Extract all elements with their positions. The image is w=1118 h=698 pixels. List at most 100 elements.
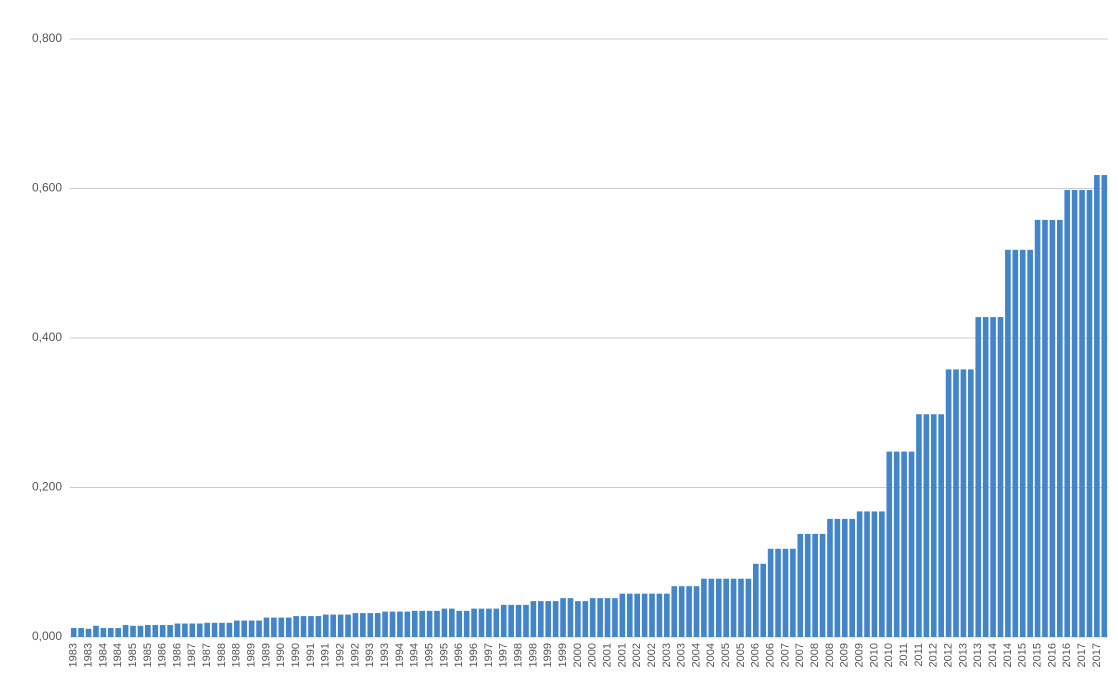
bar — [508, 604, 514, 637]
x-tick-label: 1986 — [157, 643, 169, 667]
bar — [671, 586, 678, 637]
bar — [189, 623, 196, 637]
bar — [300, 616, 307, 637]
x-tick-label: 2005 — [720, 643, 732, 667]
bar — [93, 625, 99, 637]
bar — [760, 563, 767, 637]
bar — [982, 317, 989, 637]
bar — [152, 625, 159, 637]
x-tick-label: 2013 — [957, 643, 969, 667]
bar — [567, 598, 574, 637]
x-tick-label: 1987 — [186, 643, 198, 667]
bar — [856, 511, 863, 637]
bar — [330, 614, 337, 637]
bar — [196, 623, 203, 637]
x-tick-label: 2013 — [972, 643, 984, 667]
bar — [226, 622, 233, 637]
bar — [723, 578, 729, 637]
x-tick-label: 1992 — [349, 643, 361, 667]
bar — [493, 608, 500, 637]
x-tick-label: 1983 — [82, 643, 94, 667]
bar — [975, 317, 982, 637]
x-tick-label: 1984 — [97, 643, 109, 667]
bar — [463, 610, 470, 637]
bar — [434, 610, 440, 637]
bar — [938, 414, 944, 637]
bar — [367, 613, 374, 637]
bar — [1094, 175, 1100, 638]
bar — [263, 617, 270, 637]
bar — [1071, 189, 1078, 637]
bar — [122, 625, 129, 637]
bar — [545, 601, 552, 637]
x-tick-label: 2008 — [809, 643, 821, 667]
x-tick-label: 2001 — [616, 643, 628, 667]
bar — [530, 601, 537, 637]
bar — [130, 625, 136, 637]
x-tick-label: 2006 — [765, 643, 777, 667]
bar — [560, 598, 566, 637]
bar — [515, 604, 522, 637]
x-tick-label: 2002 — [646, 643, 658, 667]
bar — [352, 613, 359, 637]
x-tick-label: 1987 — [201, 643, 213, 667]
bar — [382, 611, 388, 637]
x-tick-label: 2008 — [824, 643, 836, 667]
bar — [1101, 175, 1108, 638]
x-tick-label: 2006 — [750, 643, 762, 667]
bar — [308, 616, 314, 637]
x-tick-label: 2009 — [839, 643, 851, 667]
bar — [204, 622, 210, 637]
y-tick-label: 0,000 — [32, 629, 62, 643]
x-tick-label: 2004 — [690, 643, 702, 667]
bar — [523, 604, 529, 637]
x-tick-label: 2016 — [1061, 643, 1073, 667]
x-tick-label: 1985 — [142, 643, 154, 667]
bar — [871, 511, 878, 637]
bar — [1042, 219, 1048, 637]
x-tick-label: 1986 — [171, 643, 183, 667]
bar — [656, 593, 663, 637]
x-tick-label: 1988 — [216, 643, 228, 667]
x-tick-label: 1997 — [498, 643, 510, 667]
bar — [100, 628, 107, 637]
bar — [953, 369, 959, 637]
bar — [322, 614, 329, 637]
bar — [70, 628, 77, 637]
bar — [626, 593, 633, 637]
bar — [701, 578, 707, 637]
bar — [137, 625, 144, 637]
x-tick-label: 2017 — [1091, 643, 1103, 667]
bar — [997, 317, 1004, 637]
x-tick-label: 1983 — [68, 643, 80, 667]
bar — [78, 628, 84, 637]
bar — [930, 414, 937, 637]
bar — [1056, 219, 1063, 637]
x-tick-label: 1996 — [468, 643, 480, 667]
x-tick-label: 2015 — [1031, 643, 1043, 667]
x-tick-label: 1991 — [320, 643, 332, 667]
bar — [575, 601, 581, 637]
y-tick-label: 0,200 — [32, 480, 62, 494]
x-tick-label: 2000 — [587, 643, 599, 667]
bar — [234, 620, 240, 637]
bar — [634, 593, 641, 637]
x-tick-label: 2004 — [705, 643, 717, 667]
bar — [1049, 219, 1056, 637]
x-tick-label: 1997 — [483, 643, 495, 667]
bar — [115, 628, 122, 637]
bar — [449, 608, 455, 637]
x-tick-label: 1999 — [542, 643, 554, 667]
bar — [708, 578, 715, 637]
bar — [619, 593, 626, 637]
bar — [797, 533, 804, 637]
bar — [641, 593, 648, 637]
bar — [404, 611, 411, 637]
bar — [582, 601, 589, 637]
x-tick-label: 2012 — [928, 643, 940, 667]
bar — [686, 586, 692, 637]
bar — [145, 625, 151, 637]
bar — [612, 598, 618, 637]
x-tick-label: 2015 — [1017, 643, 1029, 667]
